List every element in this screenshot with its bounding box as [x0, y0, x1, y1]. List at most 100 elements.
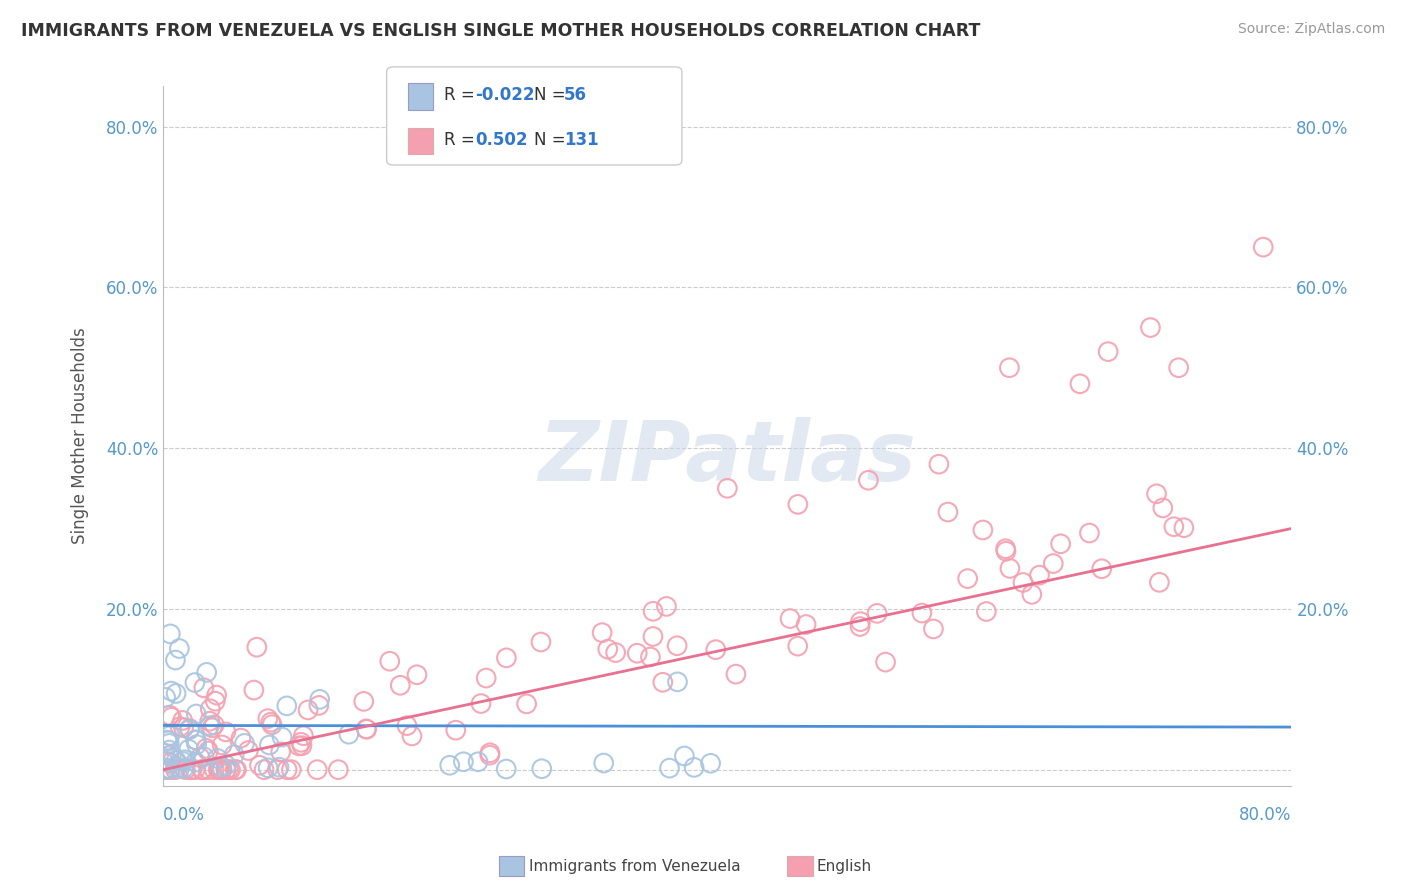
Point	[201, 721, 224, 735]
Point	[478, 748, 501, 763]
Point	[160, 747, 183, 761]
Point	[169, 641, 191, 656]
Point	[157, 734, 180, 748]
Point	[157, 743, 180, 757]
Text: 0.0%: 0.0%	[163, 805, 205, 824]
Point	[651, 675, 673, 690]
Point	[1069, 376, 1091, 391]
Point	[378, 654, 401, 668]
Point	[911, 606, 934, 620]
Point	[195, 665, 218, 680]
Point	[1146, 487, 1168, 501]
Text: N =: N =	[534, 87, 571, 104]
Point	[184, 733, 207, 747]
Point	[956, 572, 979, 586]
Point	[184, 763, 207, 777]
Point	[260, 717, 283, 731]
Point	[976, 605, 998, 619]
Point	[191, 763, 214, 777]
Point	[1167, 360, 1189, 375]
Point	[936, 505, 959, 519]
Point	[165, 754, 187, 768]
Point	[159, 756, 181, 770]
Point	[641, 630, 664, 644]
Point	[673, 749, 696, 764]
Point	[998, 360, 1021, 375]
Point	[202, 718, 225, 732]
Point	[173, 721, 195, 735]
Point	[704, 642, 727, 657]
Point	[159, 763, 181, 777]
Point	[270, 745, 292, 759]
Point	[1012, 575, 1035, 590]
Point	[184, 755, 207, 769]
Point	[866, 607, 889, 621]
Point	[699, 756, 721, 771]
Point	[165, 686, 187, 700]
Point	[475, 671, 498, 685]
Point	[1078, 526, 1101, 541]
Point	[779, 611, 801, 625]
Point	[225, 763, 247, 777]
Point	[1139, 320, 1161, 334]
Point	[181, 763, 204, 777]
Point	[626, 646, 648, 660]
Point	[267, 760, 290, 774]
Point	[716, 481, 738, 495]
Point	[683, 760, 706, 774]
Point	[516, 697, 538, 711]
Point	[215, 725, 238, 739]
Point	[152, 755, 174, 769]
Text: -0.022: -0.022	[475, 87, 534, 104]
Point	[875, 655, 897, 669]
Point	[257, 761, 280, 775]
Point	[172, 755, 194, 769]
Point	[256, 712, 278, 726]
Point	[238, 743, 260, 757]
Point	[658, 761, 681, 775]
Point	[186, 733, 208, 747]
Text: ZIPatlas: ZIPatlas	[538, 417, 917, 498]
Point	[155, 754, 177, 768]
Point	[218, 763, 240, 777]
Point	[786, 639, 808, 653]
Point	[467, 755, 489, 769]
Point	[786, 497, 808, 511]
Point	[596, 642, 619, 657]
Point	[271, 730, 294, 744]
Point	[643, 604, 665, 618]
Point	[188, 750, 211, 764]
Point	[193, 749, 215, 764]
Point	[291, 739, 314, 753]
Point	[165, 763, 187, 777]
Point	[173, 753, 195, 767]
Point	[215, 763, 238, 777]
Point	[280, 763, 302, 777]
Point	[180, 763, 202, 777]
Point	[724, 667, 747, 681]
Point	[211, 763, 233, 777]
Point	[215, 758, 238, 772]
Point	[249, 758, 271, 772]
Point	[209, 763, 232, 777]
Point	[439, 758, 461, 772]
Point	[207, 751, 229, 765]
Point	[478, 746, 501, 760]
Point	[202, 763, 225, 777]
Point	[297, 703, 319, 717]
Point	[208, 763, 231, 777]
Point	[266, 763, 288, 777]
Point	[928, 457, 950, 471]
Point	[160, 710, 183, 724]
Point	[224, 747, 246, 762]
Point	[224, 763, 246, 777]
Point	[922, 622, 945, 636]
Point	[186, 706, 208, 721]
Text: 131: 131	[564, 131, 599, 149]
Point	[215, 763, 238, 777]
Point	[994, 544, 1017, 558]
Point	[193, 681, 215, 695]
Point	[246, 640, 269, 655]
Point	[395, 718, 418, 732]
Text: 80.0%: 80.0%	[1239, 805, 1292, 824]
